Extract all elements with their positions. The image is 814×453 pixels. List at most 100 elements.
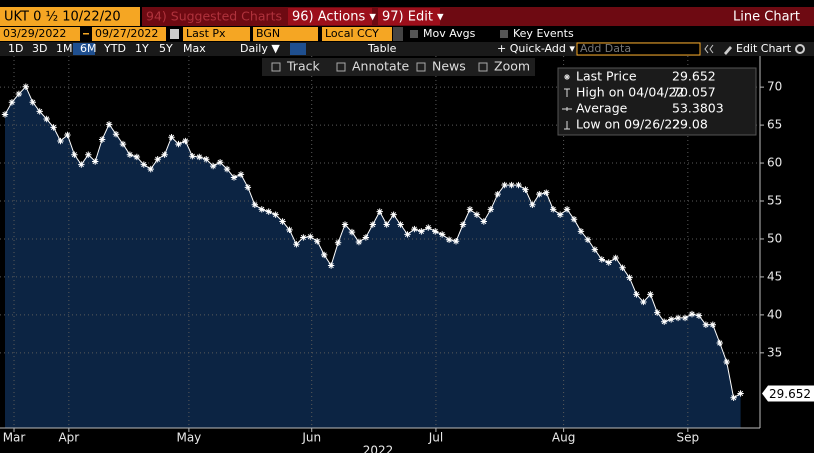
menu[interactable]: 94) Suggested Charts xyxy=(146,9,282,24)
point-marker xyxy=(640,298,647,306)
x-tick-label: Apr xyxy=(58,431,79,445)
point-marker xyxy=(716,339,723,347)
point-marker xyxy=(78,161,85,168)
point-marker xyxy=(695,312,703,319)
period-button[interactable]: 5Y xyxy=(159,42,173,55)
point-marker xyxy=(598,256,605,263)
point-marker xyxy=(543,189,550,196)
y-tick-label: 45 xyxy=(767,269,782,283)
menu[interactable]: 96) Actions ▾ xyxy=(292,10,376,25)
calendar-icon[interactable] xyxy=(170,29,179,39)
point-marker xyxy=(404,231,411,238)
point-marker xyxy=(654,309,661,316)
point-marker xyxy=(265,208,272,215)
point-marker xyxy=(251,201,259,208)
y-tick-label: 55 xyxy=(767,194,782,208)
checkbox[interactable] xyxy=(500,30,508,38)
point-marker xyxy=(563,206,571,213)
checkbox[interactable] xyxy=(410,30,418,38)
dropdown-arrow[interactable] xyxy=(393,27,403,41)
point-marker xyxy=(494,190,501,198)
period-button[interactable]: YTD xyxy=(103,42,126,55)
point-marker xyxy=(667,316,675,323)
period-button[interactable]: 1Y xyxy=(135,42,149,55)
quick-add[interactable]: + Quick-Add ▾ xyxy=(497,42,575,55)
settings-icon[interactable] xyxy=(795,44,805,54)
security-field[interactable] xyxy=(0,7,140,26)
point-marker xyxy=(480,218,488,225)
edit-chart[interactable]: Edit Chart xyxy=(736,42,792,55)
point-marker xyxy=(29,99,36,106)
point-marker xyxy=(223,165,231,173)
field-select[interactable] xyxy=(183,27,250,41)
option[interactable]: Mov Avgs xyxy=(423,27,476,40)
point-marker xyxy=(293,241,300,248)
point-marker xyxy=(397,221,404,228)
point-marker xyxy=(300,234,307,241)
point-marker xyxy=(314,238,321,245)
point-marker xyxy=(466,206,474,213)
add-data-input[interactable] xyxy=(576,42,701,56)
point-marker xyxy=(709,321,717,328)
option[interactable]: Key Events xyxy=(513,27,574,40)
source-select[interactable] xyxy=(253,27,318,41)
legend-label: High on 04/04/22 xyxy=(576,85,684,100)
point-marker xyxy=(85,151,92,158)
point-marker xyxy=(258,206,265,213)
x-tick-label: Jun xyxy=(301,431,321,445)
point-marker xyxy=(279,218,286,225)
point-marker xyxy=(327,262,335,269)
period-button[interactable]: Max xyxy=(183,42,206,55)
tool-button[interactable]: Track xyxy=(286,59,320,74)
tool-icon xyxy=(416,62,426,72)
period-button[interactable]: 6M xyxy=(80,42,97,55)
legend-label: Low on 09/26/22 xyxy=(576,117,680,132)
tools-bar xyxy=(262,58,535,76)
x-axis-label: 2022 xyxy=(363,444,394,453)
currency-select[interactable] xyxy=(322,27,392,41)
add-data[interactable]: Add Data xyxy=(580,42,631,55)
point-marker xyxy=(341,221,349,228)
table-button[interactable]: Table xyxy=(367,42,397,55)
period-buttons: 1D 3D 1M 6M YTD 1Y 5Y Max xyxy=(8,42,206,55)
point-marker xyxy=(161,151,168,158)
collapse-icon[interactable] xyxy=(704,44,714,54)
point-marker xyxy=(674,314,682,322)
point-marker xyxy=(1,111,9,118)
point-marker xyxy=(92,158,99,165)
menu-button[interactable] xyxy=(378,8,440,25)
point-marker xyxy=(362,234,370,241)
y-tick-label: 50 xyxy=(767,231,782,245)
source: BGN xyxy=(256,27,280,40)
point-marker xyxy=(244,184,252,191)
point-marker xyxy=(515,181,522,189)
point-marker xyxy=(196,153,203,161)
point-marker xyxy=(550,206,557,213)
tool-button[interactable]: News xyxy=(432,59,466,74)
point-marker xyxy=(209,162,217,170)
point-marker xyxy=(71,151,78,158)
point-marker xyxy=(140,161,147,168)
menu[interactable]: 97) Edit ▾ xyxy=(382,10,444,25)
period-button[interactable]: 1M xyxy=(56,42,73,55)
tool-icon xyxy=(271,62,281,72)
point-marker xyxy=(22,83,30,90)
point-marker xyxy=(418,228,425,235)
end-date-field[interactable] xyxy=(92,27,166,41)
line-icon[interactable] xyxy=(290,43,306,55)
start-date-field[interactable] xyxy=(0,27,80,41)
y-tick-label: 60 xyxy=(767,156,782,170)
period-button[interactable]: 3D xyxy=(32,42,47,55)
point-marker xyxy=(119,140,127,148)
field: Last Px xyxy=(186,27,226,40)
period-button[interactable]: 1D xyxy=(8,42,23,55)
end-date: 09/27/2022 xyxy=(95,27,158,40)
legend xyxy=(557,67,757,136)
frequency[interactable]: Daily ▼ xyxy=(240,42,280,55)
menu-button[interactable] xyxy=(288,8,372,25)
point-marker xyxy=(376,208,383,215)
point-marker xyxy=(556,211,564,218)
tool-button[interactable]: Annotate xyxy=(352,59,410,74)
point-marker xyxy=(321,251,328,259)
tool-button[interactable]: Zoom xyxy=(494,59,530,74)
